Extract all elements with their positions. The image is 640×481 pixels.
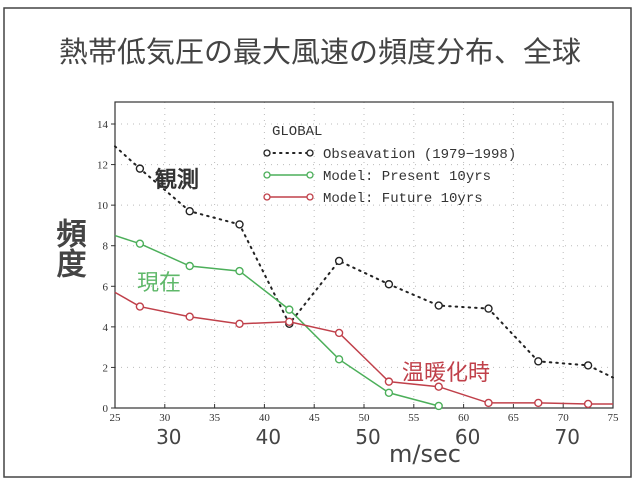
data-point bbox=[235, 319, 244, 329]
legend: Obseavation (1979−1998) Model: Present 10… bbox=[263, 147, 516, 207]
data-point bbox=[434, 382, 443, 391]
chart-title: 熱帯低気圧の最大風速の頻度分布、全球 bbox=[59, 35, 581, 69]
data-point bbox=[235, 266, 244, 276]
y-tick-label: 6 bbox=[103, 281, 109, 293]
legend-marker bbox=[306, 193, 314, 201]
data-point bbox=[185, 207, 194, 216]
y-axis-label: 頻度 bbox=[51, 218, 87, 279]
data-point bbox=[185, 261, 194, 271]
y-tick-label: 2 bbox=[103, 362, 109, 374]
data-point bbox=[434, 401, 443, 411]
x-tick-label: 40 bbox=[259, 412, 271, 424]
slide-border bbox=[3, 7, 632, 478]
data-point bbox=[135, 239, 145, 248]
data-point bbox=[384, 280, 394, 289]
x-big-label: 70 bbox=[554, 425, 579, 449]
annotation-future: 温暖化時 bbox=[402, 361, 490, 386]
series-layer bbox=[114, 145, 614, 411]
x-tick-label: 70 bbox=[558, 412, 570, 424]
x-tick-label: 35 bbox=[209, 412, 221, 424]
x-tick-label: 65 bbox=[508, 412, 520, 424]
data-point bbox=[583, 361, 593, 370]
series-line-2 bbox=[114, 291, 613, 405]
legend-marker bbox=[263, 193, 271, 201]
data-point bbox=[135, 164, 145, 173]
data-point bbox=[434, 301, 443, 310]
data-point bbox=[185, 312, 194, 321]
x-tick-label: 75 bbox=[608, 412, 620, 424]
axis-ticks: 25 30 35 40 45 50 55 60 65 70 75 0 2 4 6 8 10 12 14 bbox=[97, 119, 619, 424]
x-tick-label: 60 bbox=[458, 412, 470, 424]
data-point bbox=[384, 377, 394, 386]
data-point bbox=[334, 328, 344, 338]
legend-marker bbox=[306, 149, 314, 157]
x-big-label: 40 bbox=[256, 425, 281, 449]
data-point bbox=[384, 388, 394, 397]
y-tick-label: 4 bbox=[103, 322, 109, 334]
legend-label: Model: Future 10yrs bbox=[323, 191, 483, 207]
x-big-label: 30 bbox=[156, 425, 181, 449]
legend-marker bbox=[263, 149, 271, 157]
grid bbox=[115, 102, 613, 408]
annotation-observation: 観測 bbox=[155, 167, 199, 193]
data-point bbox=[235, 220, 244, 229]
x-tick-label: 25 bbox=[110, 412, 122, 424]
legend-label: Model: Present 10yrs bbox=[323, 169, 491, 185]
annotation-present: 現在 bbox=[137, 271, 181, 296]
series-line-1 bbox=[114, 234, 439, 407]
data-point bbox=[285, 305, 294, 314]
x-tick-label: 45 bbox=[309, 412, 321, 424]
x-big-label: 60 bbox=[455, 425, 480, 449]
x-tick-label: 50 bbox=[359, 412, 371, 424]
y-tick-label: 12 bbox=[97, 160, 108, 172]
y-tick-label: 8 bbox=[103, 241, 109, 253]
data-point bbox=[484, 304, 493, 313]
x-tick-label: 55 bbox=[408, 412, 420, 424]
data-point bbox=[534, 398, 543, 408]
data-point bbox=[484, 398, 493, 408]
data-point bbox=[334, 256, 344, 266]
data-point bbox=[583, 399, 593, 409]
y-tick-label: 0 bbox=[103, 403, 109, 415]
data-point bbox=[285, 317, 294, 326]
legend-marker bbox=[306, 171, 314, 179]
legend-marker bbox=[263, 171, 271, 179]
legend-label: Obseavation (1979−1998) bbox=[323, 147, 516, 163]
x-big-label: 50 bbox=[355, 425, 380, 449]
plot-label: GLOBAL bbox=[272, 124, 322, 140]
x-axis-label: m/sec bbox=[389, 440, 461, 468]
data-point bbox=[135, 302, 145, 311]
data-point bbox=[334, 355, 344, 364]
data-point bbox=[534, 357, 543, 366]
x-big-labels: 30 40 50 60 70 bbox=[156, 425, 580, 449]
y-tick-label: 10 bbox=[97, 200, 109, 212]
y-tick-label: 14 bbox=[97, 119, 109, 131]
x-tick-label: 30 bbox=[159, 412, 171, 424]
